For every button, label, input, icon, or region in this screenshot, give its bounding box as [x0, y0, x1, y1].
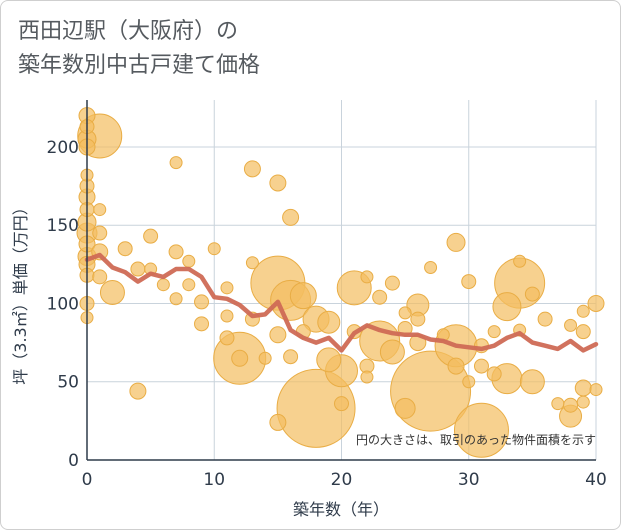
trend-series	[84, 252, 599, 353]
x-tick-label: 40	[585, 470, 607, 490]
data-point	[453, 402, 509, 458]
x-tick-label: 30	[458, 470, 480, 490]
data-point	[398, 306, 412, 320]
data-point	[334, 396, 349, 412]
y-tick-label: 200	[47, 138, 79, 158]
data-point	[574, 379, 592, 397]
data-point	[447, 357, 465, 375]
data-point	[372, 289, 388, 305]
y-tick-label: 0	[68, 451, 79, 471]
data-point	[182, 254, 196, 268]
data-point	[487, 325, 501, 339]
data-point	[220, 281, 234, 295]
data-point	[317, 310, 341, 334]
data-point	[245, 256, 259, 270]
chart-title-line2: 築年数別中古戸建て価格	[18, 53, 261, 78]
data-point	[219, 330, 235, 346]
data-point	[473, 358, 489, 374]
y-tick-label: 100	[47, 294, 79, 314]
x-tick-label: 10	[203, 470, 225, 490]
data-point	[269, 413, 287, 431]
data-point	[269, 174, 287, 192]
data-point	[93, 203, 107, 217]
y-axis-label: 坪（3.3㎡）単価（万円）	[11, 199, 30, 384]
chart-title-line1: 西田辺駅（大阪府）の	[18, 19, 239, 44]
data-point	[117, 241, 133, 257]
data-point	[513, 254, 527, 268]
data-point	[446, 232, 466, 252]
data-point	[194, 294, 210, 310]
data-point	[524, 286, 540, 302]
data-point	[243, 160, 261, 178]
data-point	[563, 397, 579, 413]
data-point	[156, 278, 170, 292]
data-point	[182, 278, 196, 292]
y-tick-label: 50	[57, 373, 79, 393]
data-point	[99, 280, 125, 306]
data-point	[575, 324, 591, 340]
bubble-series	[76, 107, 605, 458]
data-point	[92, 225, 108, 241]
data-point	[276, 368, 356, 448]
x-tick-label: 20	[331, 470, 353, 490]
x-tick-label: 0	[82, 470, 93, 490]
data-point	[282, 208, 300, 226]
data-point	[169, 156, 183, 170]
data-point	[462, 375, 476, 389]
data-point	[537, 311, 553, 327]
data-point	[258, 351, 272, 365]
data-point	[576, 304, 590, 318]
data-point	[587, 294, 605, 312]
data-point	[492, 292, 522, 322]
data-point	[551, 397, 565, 411]
data-point	[589, 383, 603, 397]
chart-note: 円の大きさは、取引のあった物件面積を示す	[356, 432, 596, 447]
data-point	[194, 316, 210, 332]
data-point	[486, 366, 502, 382]
data-point	[316, 347, 342, 373]
data-point	[519, 369, 545, 395]
data-point	[231, 349, 249, 367]
data-point	[461, 274, 477, 290]
data-point	[360, 270, 374, 284]
x-axis-label: 築年数（年）	[293, 500, 389, 519]
data-point	[130, 261, 146, 277]
data-point	[169, 292, 183, 306]
data-point	[410, 311, 426, 327]
average-line	[84, 252, 599, 353]
axes: 0 10 20 30 40 0 50 100 150 200	[47, 100, 607, 490]
data-point	[576, 395, 590, 409]
data-point	[129, 382, 147, 400]
data-point	[379, 339, 405, 365]
y-tick-label: 150	[47, 216, 79, 236]
chart-title: 西田辺駅（大阪府）の 築年数別中古戸建て価格	[18, 15, 260, 83]
data-point	[92, 269, 108, 285]
data-point	[424, 260, 438, 274]
data-point	[143, 228, 159, 244]
data-point	[394, 397, 416, 419]
data-point	[564, 318, 578, 332]
data-point	[269, 326, 287, 344]
data-point	[220, 309, 234, 323]
data-point	[289, 282, 317, 310]
data-point	[360, 370, 374, 384]
data-point	[168, 244, 184, 260]
data-point	[207, 242, 221, 256]
data-point	[384, 275, 400, 291]
data-point	[283, 349, 299, 365]
